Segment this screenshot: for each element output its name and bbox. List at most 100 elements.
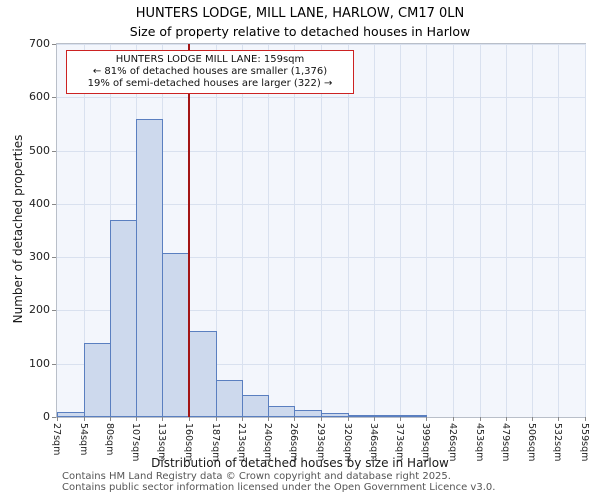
y-axis-label: Number of detached properties bbox=[11, 134, 25, 324]
x-tick-mark bbox=[532, 417, 534, 421]
x-tick-label: 506sqm bbox=[526, 423, 538, 462]
x-tick-label: 266sqm bbox=[288, 423, 300, 462]
y-tick-mark bbox=[52, 310, 56, 312]
histogram-bar bbox=[83, 343, 111, 417]
annotation-line-2: ← 81% of detached houses are smaller (1,… bbox=[92, 66, 328, 77]
histogram-bar bbox=[294, 410, 322, 417]
v-gridline bbox=[585, 44, 586, 417]
annotation-box: HUNTERS LODGE MILL LANE: 159sqm ← 81% of… bbox=[66, 50, 354, 94]
v-gridline bbox=[426, 44, 428, 417]
x-tick-mark bbox=[268, 417, 270, 421]
y-tick-label: 0 bbox=[43, 410, 50, 423]
histogram-bar bbox=[189, 331, 217, 417]
y-tick-label: 600 bbox=[29, 90, 50, 104]
y-tick-label: 200 bbox=[29, 303, 50, 317]
y-tick-label: 100 bbox=[29, 356, 50, 370]
histogram-bar bbox=[57, 412, 85, 417]
histogram-bar bbox=[241, 395, 270, 417]
x-tick-mark bbox=[585, 417, 586, 421]
v-gridline bbox=[241, 44, 243, 417]
v-gridline bbox=[558, 44, 560, 417]
v-gridline bbox=[532, 44, 534, 417]
x-tick-mark bbox=[373, 417, 375, 421]
histogram-bar bbox=[136, 119, 164, 417]
x-tick-label: 187sqm bbox=[209, 423, 221, 462]
x-tick-label: 532sqm bbox=[552, 423, 564, 462]
x-tick-label: 54sqm bbox=[77, 423, 89, 456]
x-tick-label: 399sqm bbox=[420, 423, 432, 462]
x-tick-label: 240sqm bbox=[262, 423, 274, 462]
y-tick-mark bbox=[52, 203, 56, 205]
histogram-bar bbox=[347, 415, 375, 417]
x-tick-mark bbox=[294, 417, 296, 421]
x-tick-label: 293sqm bbox=[315, 423, 326, 462]
chart-title: HUNTERS LODGE, MILL LANE, HARLOW, CM17 0… bbox=[135, 6, 465, 21]
x-tick-mark bbox=[453, 417, 454, 421]
histogram-bar bbox=[321, 413, 349, 417]
property-size-marker-line bbox=[188, 44, 190, 417]
x-tick-label: 320sqm bbox=[341, 423, 353, 462]
x-tick-label: 133sqm bbox=[156, 423, 168, 462]
x-tick-mark bbox=[109, 417, 111, 421]
v-gridline bbox=[215, 44, 217, 417]
x-tick-label: 160sqm bbox=[183, 423, 194, 462]
x-tick-mark bbox=[189, 417, 190, 421]
x-tick-mark bbox=[558, 417, 560, 421]
y-tick-label: 400 bbox=[29, 196, 50, 210]
histogram-bar bbox=[400, 415, 428, 417]
x-tick-mark bbox=[426, 417, 428, 421]
histogram-bar bbox=[162, 253, 190, 417]
x-tick-label: 426sqm bbox=[447, 423, 458, 462]
y-tick-label: 300 bbox=[29, 250, 50, 264]
x-tick-mark bbox=[505, 417, 507, 421]
v-gridline bbox=[505, 44, 507, 417]
x-tick-label: 453sqm bbox=[473, 423, 485, 462]
y-tick-label: 500 bbox=[29, 143, 50, 157]
x-tick-label: 373sqm bbox=[394, 423, 406, 462]
v-gridline bbox=[294, 44, 296, 417]
v-gridline bbox=[400, 44, 402, 417]
x-tick-label: 559sqm bbox=[579, 423, 590, 462]
y-tick-mark bbox=[52, 417, 56, 418]
footer-attribution-line-2: Contains public sector information licen… bbox=[62, 482, 496, 493]
x-tick-mark bbox=[57, 417, 58, 421]
x-tick-label: 346sqm bbox=[367, 423, 379, 462]
v-gridline bbox=[479, 44, 481, 417]
histogram-bar bbox=[109, 220, 138, 417]
x-tick-mark bbox=[136, 417, 138, 421]
x-tick-mark bbox=[83, 417, 85, 421]
x-tick-mark bbox=[479, 417, 481, 421]
y-tick-mark bbox=[52, 97, 56, 99]
x-tick-label: 80sqm bbox=[103, 423, 115, 456]
x-tick-mark bbox=[347, 417, 349, 421]
v-gridline bbox=[347, 44, 349, 417]
chart-subtitle: Size of property relative to detached ho… bbox=[129, 24, 471, 39]
x-tick-label: 479sqm bbox=[499, 423, 511, 462]
plot-area bbox=[56, 43, 586, 418]
v-gridline bbox=[83, 44, 85, 417]
x-tick-mark bbox=[215, 417, 217, 421]
v-gridline bbox=[321, 44, 322, 417]
x-tick-mark bbox=[162, 417, 164, 421]
x-tick-label: 213sqm bbox=[235, 423, 247, 462]
annotation-line-1: HUNTERS LODGE MILL LANE: 159sqm bbox=[115, 54, 305, 65]
y-tick-mark bbox=[52, 257, 56, 259]
x-tick-mark bbox=[400, 417, 402, 421]
histogram-bar bbox=[215, 380, 243, 417]
x-axis-label: Distribution of detached houses by size … bbox=[151, 456, 449, 470]
y-tick-mark bbox=[52, 363, 56, 365]
footer-attribution-line-1: Contains HM Land Registry data © Crown c… bbox=[62, 471, 451, 482]
x-tick-label: 107sqm bbox=[130, 423, 142, 462]
y-tick-label: 700 bbox=[29, 37, 50, 50]
x-tick-mark bbox=[321, 417, 322, 421]
histogram-bar bbox=[268, 406, 296, 417]
x-tick-mark bbox=[241, 417, 243, 421]
v-gridline bbox=[268, 44, 270, 417]
v-gridline bbox=[373, 44, 375, 417]
histogram-bar bbox=[373, 415, 402, 417]
v-gridline bbox=[453, 44, 454, 417]
y-tick-mark bbox=[52, 150, 56, 152]
x-tick-label: 27sqm bbox=[51, 423, 62, 456]
y-tick-mark bbox=[52, 44, 56, 45]
